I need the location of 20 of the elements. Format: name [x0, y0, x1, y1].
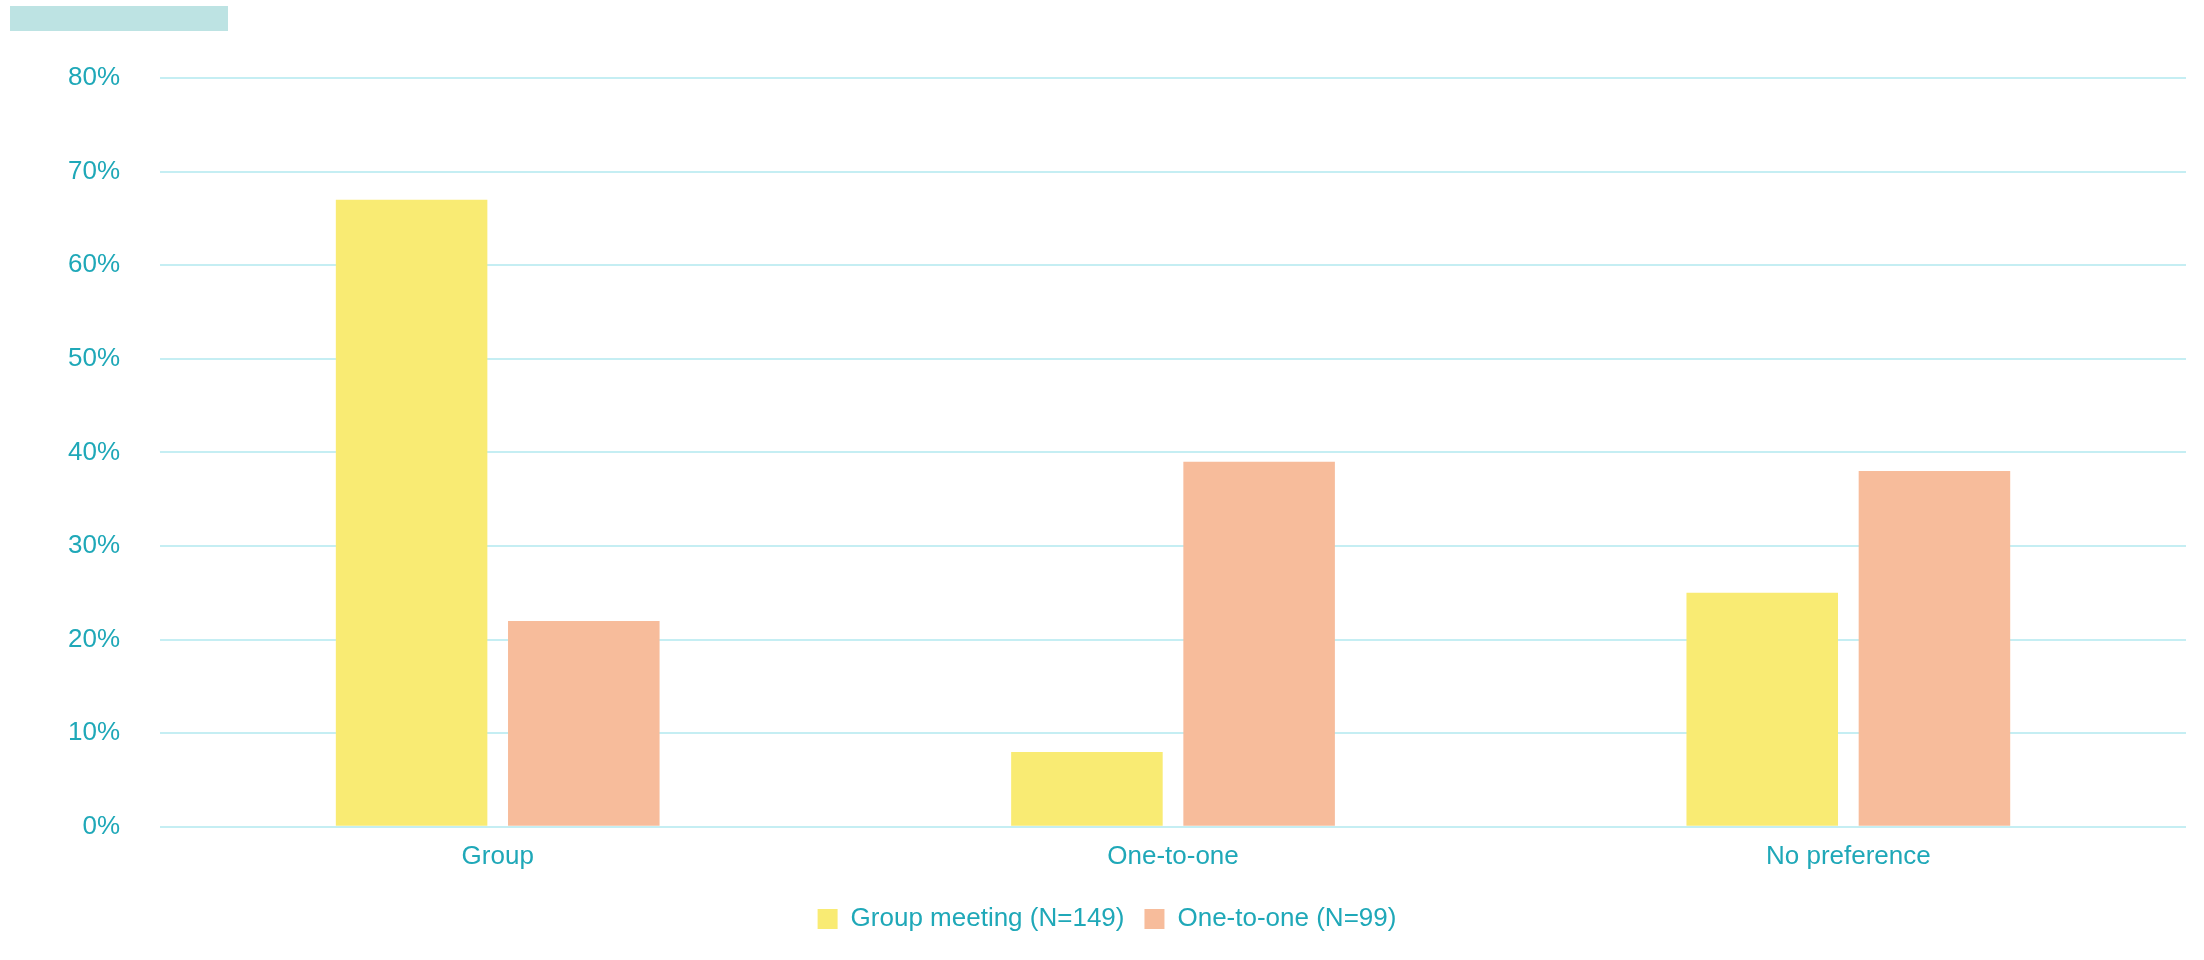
y-tick-label: 20% — [67, 622, 121, 653]
bar — [1858, 471, 2011, 826]
y-tick-label: 0% — [82, 809, 121, 840]
bar — [508, 620, 660, 826]
y-tick-label: 60% — [67, 248, 121, 279]
y-tick-label: 10% — [67, 716, 121, 747]
x-tick-label: One-to-one — [1107, 839, 1239, 870]
y-tick-label: 50% — [67, 341, 121, 372]
bar — [1183, 461, 1335, 826]
x-tick-label: Group — [461, 839, 534, 870]
bar — [1686, 592, 1839, 826]
x-tick-label: No preference — [1765, 839, 1931, 870]
bar — [1011, 751, 1163, 826]
y-tick-label: 70% — [67, 154, 121, 185]
legend-label: One-to-one (N=99) — [1177, 902, 1397, 933]
bar — [335, 199, 488, 826]
y-tick-label: 80% — [67, 61, 121, 92]
y-tick-label: 30% — [67, 529, 121, 560]
legend-label: Group meeting (N=149) — [850, 902, 1125, 933]
y-tick-label: 40% — [67, 435, 121, 466]
